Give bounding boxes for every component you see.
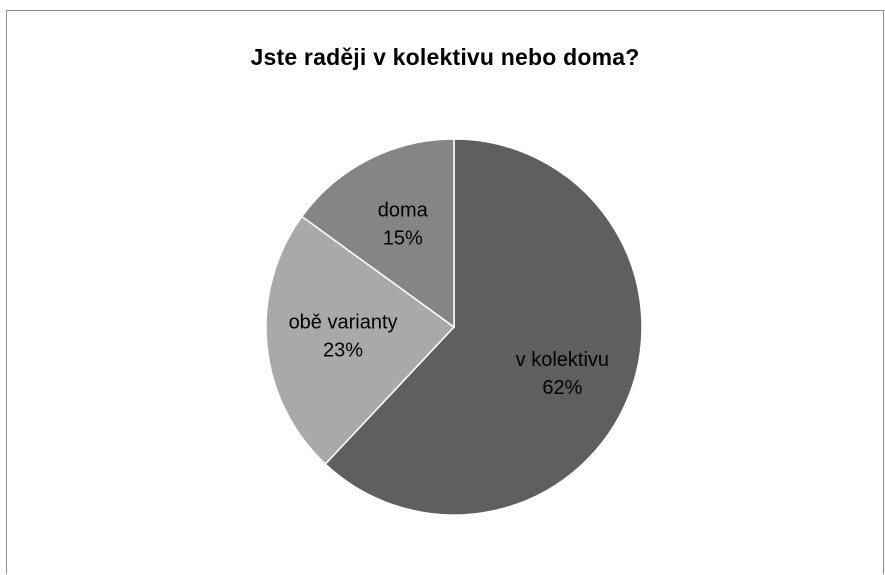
slice-value-label: 15% bbox=[383, 227, 423, 249]
pie-slices bbox=[265, 138, 643, 516]
pie-chart: v kolektivu 62% obě varianty 23% doma 15% bbox=[265, 138, 643, 516]
chart-title: Jste raději v kolektivu nebo doma? bbox=[250, 44, 640, 70]
chart-area: Jste raději v kolektivu nebo doma? v kol… bbox=[6, 10, 884, 574]
slice-label: obě varianty bbox=[289, 312, 398, 334]
slice-value-label: 62% bbox=[542, 377, 582, 399]
pie-slice-doma bbox=[300, 138, 455, 329]
pie-slice-obě-varianty bbox=[265, 215, 456, 466]
pie-labels: v kolektivu 62% obě varianty 23% doma 15% bbox=[289, 199, 609, 398]
pie-slice-v-kolektivu bbox=[324, 138, 643, 516]
slice-label: doma bbox=[378, 199, 429, 221]
slice-value-label: 23% bbox=[323, 340, 363, 362]
slice-label: v kolektivu bbox=[516, 349, 609, 371]
